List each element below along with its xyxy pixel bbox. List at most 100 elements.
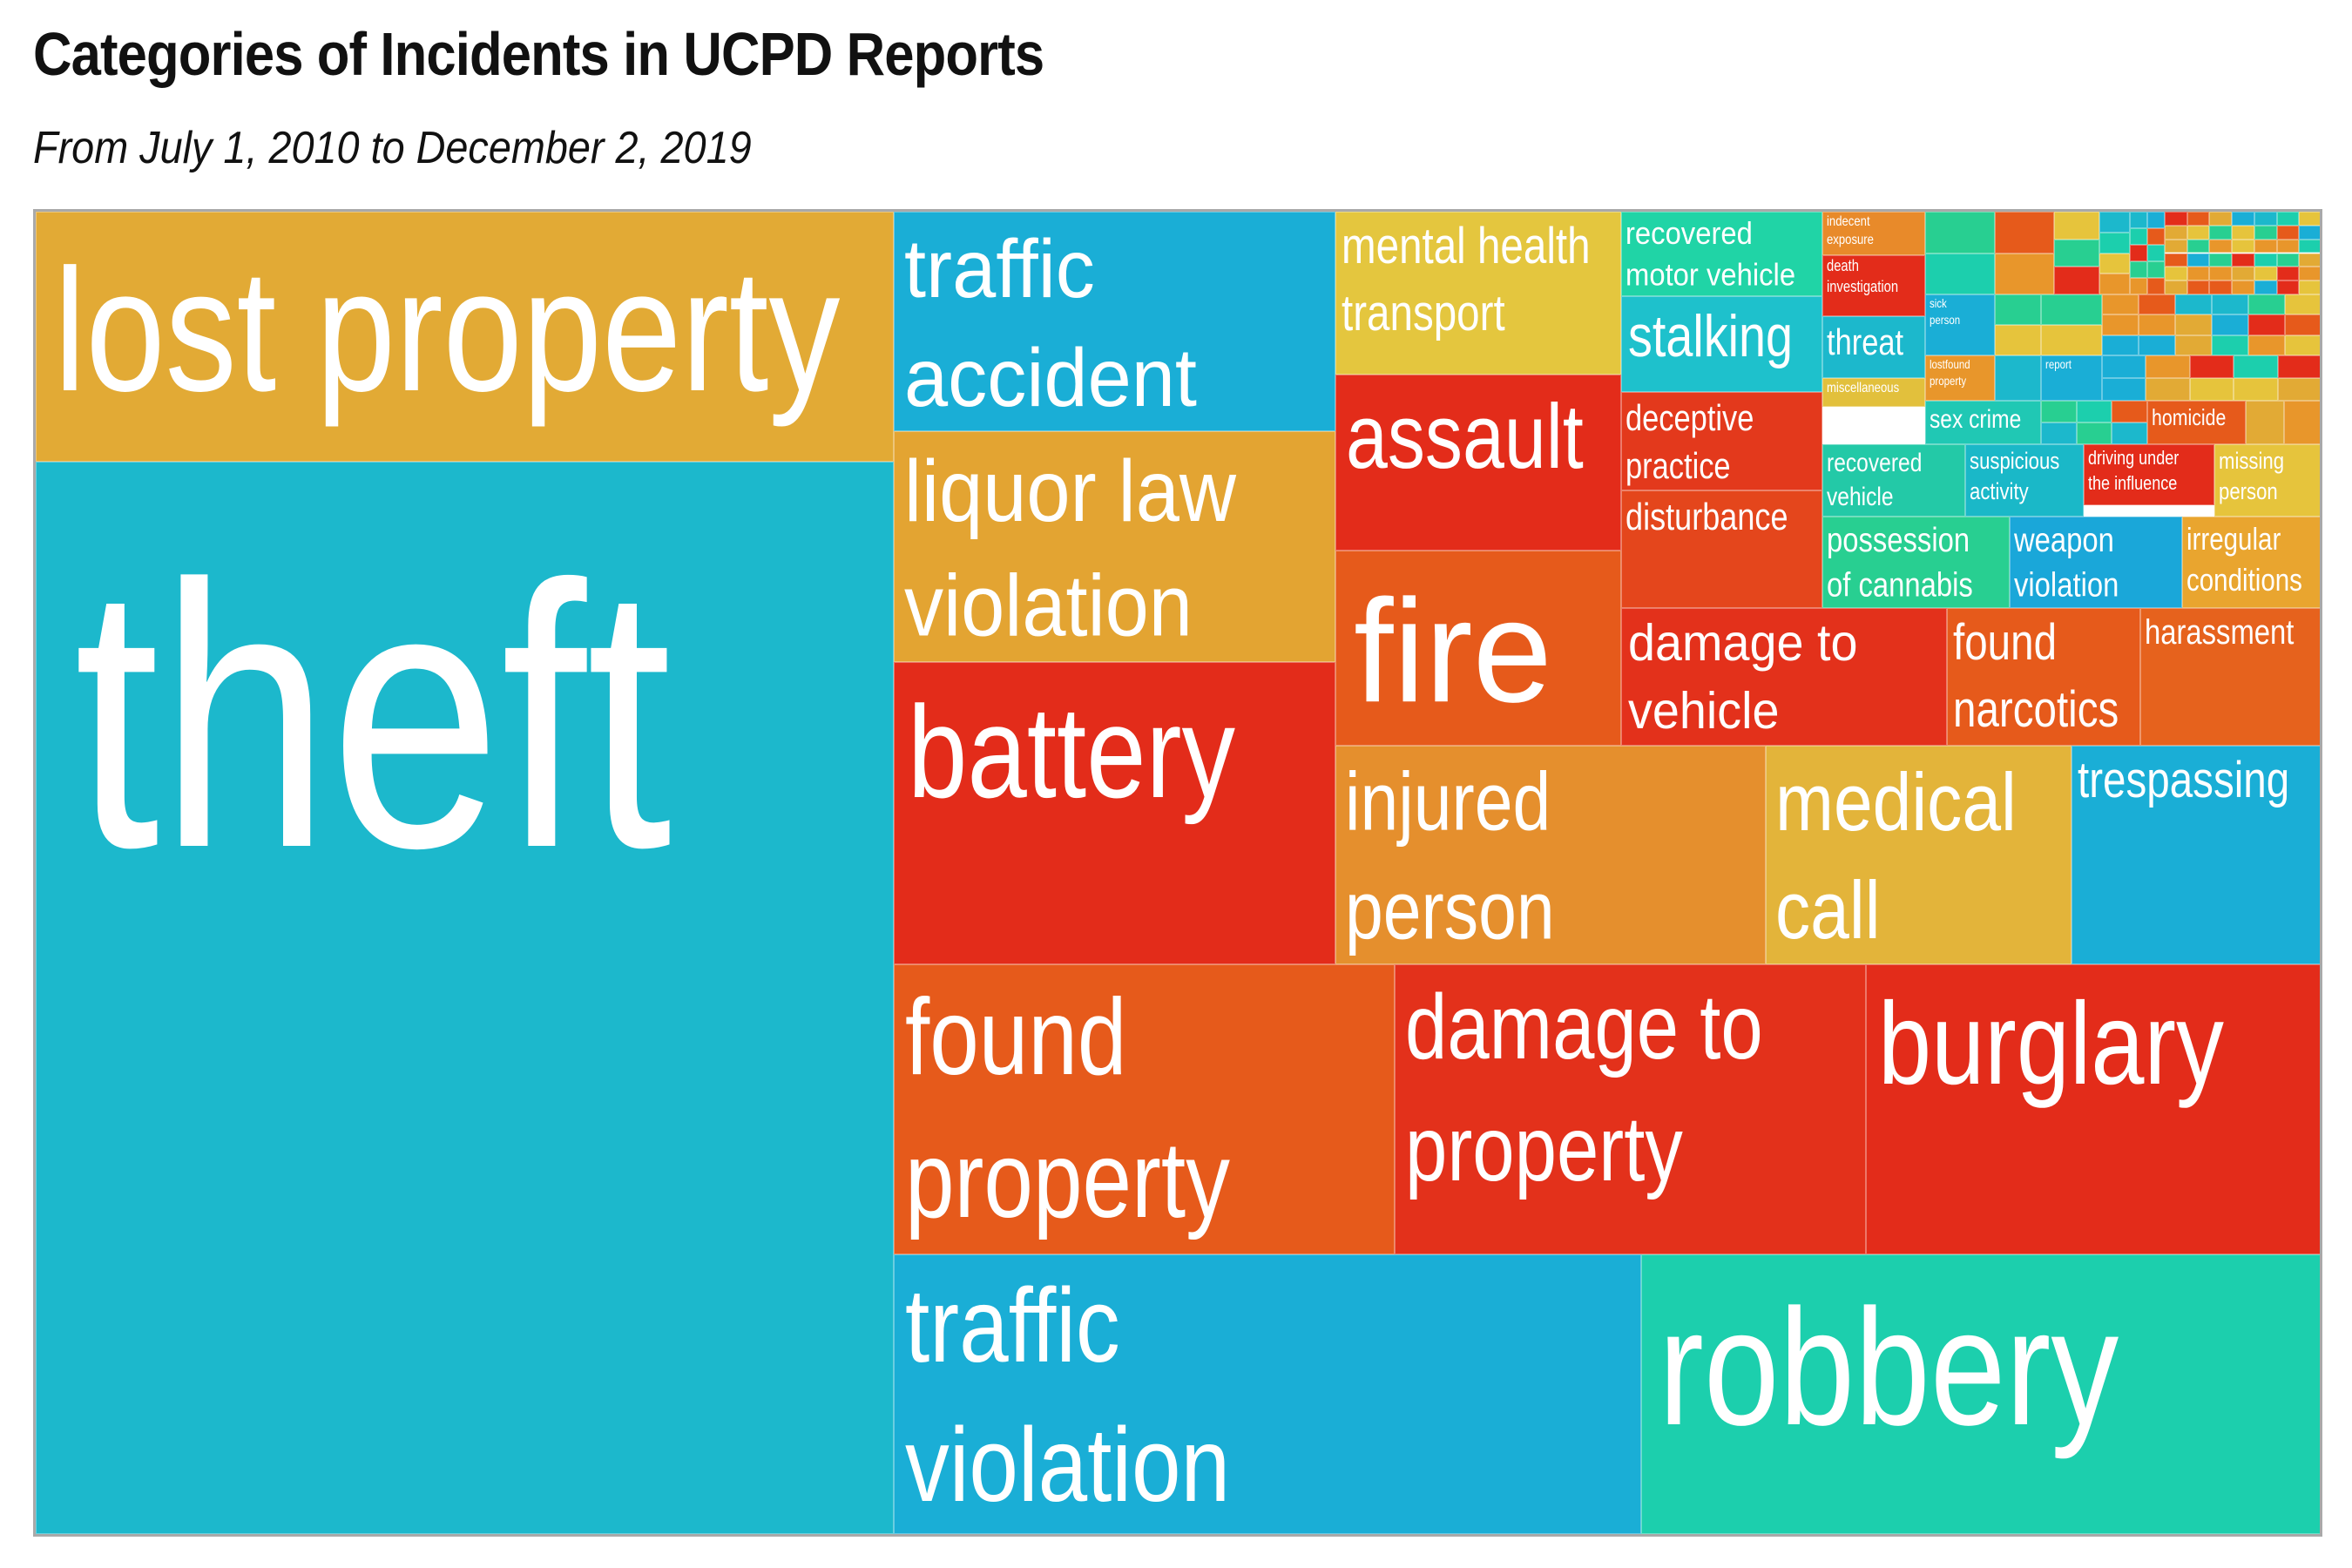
treemap-cell-report[interactable]: report — [2041, 355, 2102, 401]
treemap-cell-found-property[interactable]: found property — [894, 964, 1395, 1254]
treemap-cell-harassment[interactable]: harassment — [2140, 608, 2322, 746]
treemap-label-line: damage to — [1405, 967, 1763, 1089]
treemap-cell-mental-health-transport[interactable]: mental health transport — [1335, 212, 1621, 375]
treemap-cell-battery[interactable]: battery — [894, 662, 1335, 964]
treemap-cell-minor — [2254, 280, 2277, 294]
treemap-cell-found-narcotics[interactable]: found narcotics — [1947, 608, 2140, 746]
treemap-cell-minor — [2285, 314, 2322, 335]
treemap-cell-disturbance[interactable]: disturbance — [1621, 490, 1822, 608]
treemap-cell-assault[interactable]: assault — [1335, 375, 1621, 551]
treemap-label-line: property — [905, 1110, 1230, 1253]
treemap-label-stalking: stalking — [1628, 298, 1793, 376]
treemap-cell-fire[interactable]: fire — [1335, 551, 1621, 746]
treemap-label-irregular-conditions: irregular conditions — [2186, 518, 2302, 601]
treemap-cell-minor — [2147, 278, 2165, 294]
treemap-cell-threat[interactable]: threat — [1822, 316, 1925, 378]
treemap-label-line: person — [1345, 857, 1555, 964]
treemap-cell-death-investigation[interactable]: death investigation — [1822, 255, 1925, 316]
treemap-cell-minor — [1995, 294, 2041, 325]
treemap-cell-minor — [2254, 226, 2277, 240]
treemap-cell-sick-person[interactable]: sick person — [1925, 294, 1995, 355]
treemap-label-line: sick — [1930, 295, 1960, 311]
treemap-cell-minor — [2278, 355, 2322, 378]
treemap-cell-minor — [2175, 335, 2212, 355]
treemap-label-traffic-accident: traffic accident — [904, 214, 1197, 431]
treemap-cell-minor — [2139, 335, 2175, 355]
treemap-cell-suspicious-activity[interactable]: suspicious activity — [1965, 444, 2084, 517]
treemap-cell-minor — [2212, 294, 2248, 314]
treemap-label-line: weapon — [2014, 518, 2119, 563]
treemap-label-line: report — [2045, 356, 2072, 372]
treemap-label-recovered-vehicle: recovered vehicle — [1827, 446, 1922, 515]
treemap-cell-recovered-vehicle[interactable]: recovered vehicle — [1822, 444, 1965, 517]
treemap-label-line: trespassing — [2078, 747, 2289, 814]
treemap-cell-weapon-violation[interactable]: weapon violation — [2010, 517, 2182, 608]
treemap-cell-damage-to-property[interactable]: damage to property — [1395, 964, 1866, 1254]
treemap-cell-deceptive-practice[interactable]: deceptive practice — [1621, 392, 1822, 490]
treemap-cell-lostfound-property[interactable]: lostfound property — [1925, 355, 1995, 401]
treemap-cell-lost-property[interactable]: lost property — [36, 212, 894, 462]
treemap-cell-sex-crime[interactable]: sex crime — [1925, 401, 2041, 444]
treemap-cell-traffic-accident[interactable]: traffic accident — [894, 212, 1335, 431]
treemap-label-line: driving under — [2088, 445, 2179, 470]
treemap-cell-minor — [2254, 240, 2277, 253]
treemap-cell-minor — [2165, 212, 2187, 226]
treemap-label-line: accident — [904, 323, 1197, 431]
treemap-label-sex-crime: sex crime — [1930, 402, 2021, 437]
treemap-cell-minor — [2130, 261, 2147, 278]
treemap-cell-minor — [2299, 280, 2322, 294]
treemap-label-battery: battery — [908, 666, 1235, 838]
treemap-cell-minor — [2147, 261, 2165, 278]
treemap-cell-minor — [2041, 401, 2077, 422]
treemap-label-missing-person: missing person — [2219, 446, 2284, 508]
treemap-label-line: property — [1930, 373, 1970, 389]
treemap-cell-minor — [2284, 401, 2322, 444]
treemap-cell-recovered-motor-vehicle[interactable]: recovered motor vehicle — [1621, 212, 1822, 296]
treemap-label-line: activity — [1970, 476, 2059, 508]
treemap-cell-theft[interactable]: theft — [36, 462, 894, 1534]
treemap-cell-homicide[interactable]: homicide — [2147, 401, 2246, 444]
treemap-cell-minor — [2209, 280, 2232, 294]
treemap-cell-minor — [2299, 253, 2322, 267]
treemap-cell-missing-person[interactable]: missing person — [2214, 444, 2322, 517]
treemap-cell-miscellaneous[interactable]: miscellaneous — [1822, 378, 1925, 407]
treemap-cell-irregular-conditions[interactable]: irregular conditions — [2182, 517, 2322, 608]
treemap-cell-damage-to-vehicle[interactable]: damage to vehicle — [1621, 608, 1947, 746]
treemap-cell-minor — [2077, 401, 2112, 422]
treemap-cell-possession-of-cannabis[interactable]: possession of cannabis — [1822, 517, 2010, 608]
treemap-label-line: disturbance — [1625, 492, 1788, 543]
treemap-cell-burglary[interactable]: burglary — [1866, 964, 2322, 1254]
treemap-cell-traffic-violation[interactable]: traffic violation — [894, 1254, 1641, 1534]
treemap-cell-minor — [2232, 226, 2254, 240]
treemap-cell-minor — [2077, 422, 2112, 444]
treemap-cell-minor — [2278, 378, 2322, 401]
treemap-label-indecent-exposure: indecent exposure — [1827, 213, 1874, 249]
treemap-cell-minor — [2147, 228, 2165, 245]
treemap-cell-minor — [2102, 294, 2139, 314]
treemap-cell-indecent-exposure[interactable]: indecent exposure — [1822, 212, 1925, 255]
treemap-cell-driving-under-the-influence[interactable]: driving under the influence — [2084, 444, 2214, 505]
treemap-label-line: narcotics — [1953, 677, 2119, 744]
treemap-cell-medical-call[interactable]: medical call — [1766, 746, 2072, 964]
treemap-label-threat: threat — [1827, 318, 1903, 366]
treemap-cell-minor — [2054, 212, 2099, 240]
treemap-cell-robbery[interactable]: robbery — [1641, 1254, 2322, 1534]
treemap-cell-stalking[interactable]: stalking — [1621, 296, 1822, 392]
treemap-label-line: indecent — [1827, 213, 1874, 231]
treemap-cell-liquor-law-violation[interactable]: liquor law violation — [894, 431, 1335, 662]
treemap-label-death-investigation: death investigation — [1827, 256, 1898, 298]
treemap-label-line: lostfound — [1930, 356, 1970, 372]
treemap-cell-minor — [2102, 355, 2146, 378]
treemap-cell-minor — [2041, 422, 2077, 444]
treemap-label-assault: assault — [1346, 377, 1584, 498]
treemap-cell-minor — [2248, 294, 2285, 314]
treemap-cell-minor — [2139, 314, 2175, 335]
treemap-cell-minor — [2285, 335, 2322, 355]
treemap-label-line: robbery — [1659, 1259, 2119, 1477]
treemap-cell-injured-person[interactable]: injured person — [1335, 746, 1766, 964]
treemap-label-line: battery — [908, 666, 1235, 838]
treemap-cell-trespassing[interactable]: trespassing — [2072, 746, 2322, 964]
treemap-cell-minor — [2277, 267, 2300, 280]
treemap-label-line: liquor law — [904, 434, 1236, 549]
treemap-label-damage-to-property: damage to property — [1405, 967, 1763, 1211]
